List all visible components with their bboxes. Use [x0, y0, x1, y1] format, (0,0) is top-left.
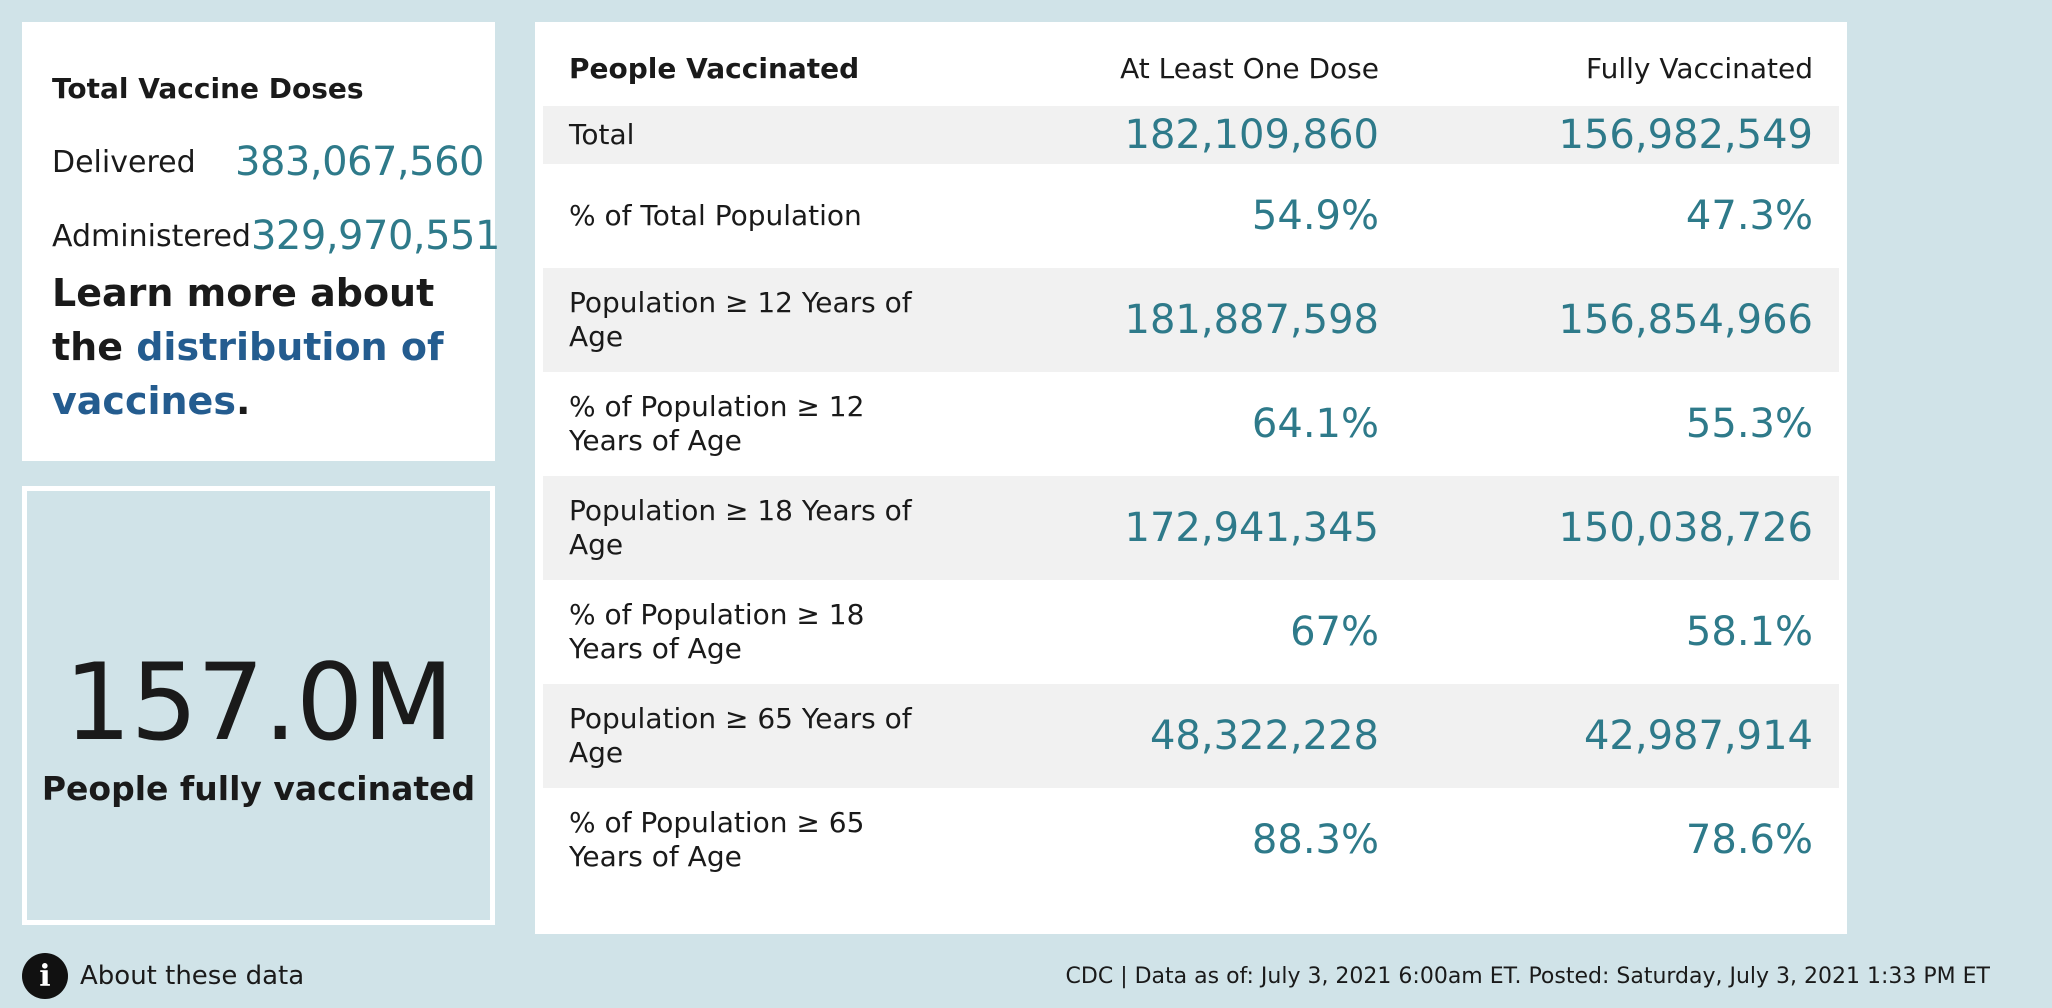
- row-label: Population ≥ 12 Years of Age: [569, 286, 912, 353]
- row-one-dose-value: 181,887,598: [1124, 297, 1379, 343]
- info-icon[interactable]: i: [22, 953, 68, 999]
- delivered-value: 383,067,560: [235, 139, 484, 185]
- row-one-dose-value: 54.9%: [1251, 193, 1379, 239]
- row-label: % of Population ≥ 12 Years of Age: [569, 390, 865, 457]
- row-label: Population ≥ 65 Years of Age: [569, 702, 912, 769]
- row-label: % of Total Population: [569, 199, 862, 232]
- fully-vaccinated-label: People fully vaccinated: [41, 769, 476, 808]
- table-header: People Vaccinated At Least One Dose Full…: [543, 22, 1839, 106]
- about-data-link[interactable]: i About these data: [22, 952, 304, 1000]
- delivered-label: Delivered: [52, 144, 196, 180]
- row-one-dose-value: 67%: [1290, 609, 1379, 655]
- table-row: Population ≥ 12 Years of Age 181,887,598…: [543, 268, 1839, 372]
- data-as-of-note: CDC | Data as of: July 3, 2021 6:00am ET…: [1065, 964, 1990, 989]
- fully-vaccinated-number: 157.0M: [64, 641, 454, 764]
- administered-value: 329,970,551: [250, 213, 500, 259]
- header-people-vaccinated: People Vaccinated: [569, 52, 860, 85]
- row-one-dose-value: 88.3%: [1251, 817, 1379, 863]
- administered-label: Administered: [52, 218, 251, 254]
- people-vaccinated-table: People Vaccinated At Least One Dose Full…: [535, 22, 1847, 934]
- table-row: % of Population ≥ 12 Years of Age 64.1% …: [543, 372, 1839, 476]
- table-row: % of Population ≥ 65 Years of Age 88.3% …: [543, 788, 1839, 892]
- row-one-dose-value: 182,109,860: [1124, 112, 1379, 158]
- row-fully-value: 42,987,914: [1583, 713, 1813, 759]
- header-at-least-one-dose: At Least One Dose: [1120, 52, 1379, 85]
- row-fully-value: 55.3%: [1685, 401, 1813, 447]
- table-row: Population ≥ 65 Years of Age 48,322,228 …: [543, 684, 1839, 788]
- table-row: Total 182,109,860 156,982,549: [543, 106, 1839, 164]
- row-one-dose-value: 172,941,345: [1124, 505, 1379, 551]
- about-data-text[interactable]: About these data: [80, 961, 305, 991]
- row-label: % of Population ≥ 65 Years of Age: [569, 806, 865, 873]
- doses-title: Total Vaccine Doses: [52, 72, 364, 105]
- delivered-row: Delivered 383,067,560: [52, 132, 484, 192]
- row-fully-value: 150,038,726: [1558, 505, 1813, 551]
- row-label: Total: [569, 118, 635, 151]
- learn-more-suffix: .: [235, 379, 251, 423]
- row-fully-value: 47.3%: [1685, 193, 1813, 239]
- administered-row: Administered 329,970,551: [52, 206, 500, 266]
- row-fully-value: 156,854,966: [1558, 297, 1813, 343]
- row-one-dose-value: 64.1%: [1251, 401, 1379, 447]
- table-row: % of Total Population 54.9% 47.3%: [543, 164, 1839, 268]
- row-fully-value: 58.1%: [1685, 609, 1813, 655]
- fully-vaccinated-card: 157.0M People fully vaccinated: [22, 486, 495, 925]
- row-fully-value: 156,982,549: [1558, 112, 1813, 158]
- table-row: Population ≥ 18 Years of Age 172,941,345…: [543, 476, 1839, 580]
- row-fully-value: 78.6%: [1685, 817, 1813, 863]
- header-fully-vaccinated: Fully Vaccinated: [1586, 52, 1813, 85]
- table-row: % of Population ≥ 18 Years of Age 67% 58…: [543, 580, 1839, 684]
- learn-more-prefix: Learn more about the: [52, 271, 435, 369]
- row-one-dose-value: 48,322,228: [1149, 713, 1379, 759]
- row-label: Population ≥ 18 Years of Age: [569, 494, 912, 561]
- row-label: % of Population ≥ 18 Years of Age: [569, 598, 865, 665]
- total-doses-card: Total Vaccine Doses Delivered 383,067,56…: [22, 22, 500, 461]
- distribution-link[interactable]: distribution of vaccines: [52, 325, 444, 423]
- learn-more-text: Learn more about the distribution of vac…: [52, 266, 472, 428]
